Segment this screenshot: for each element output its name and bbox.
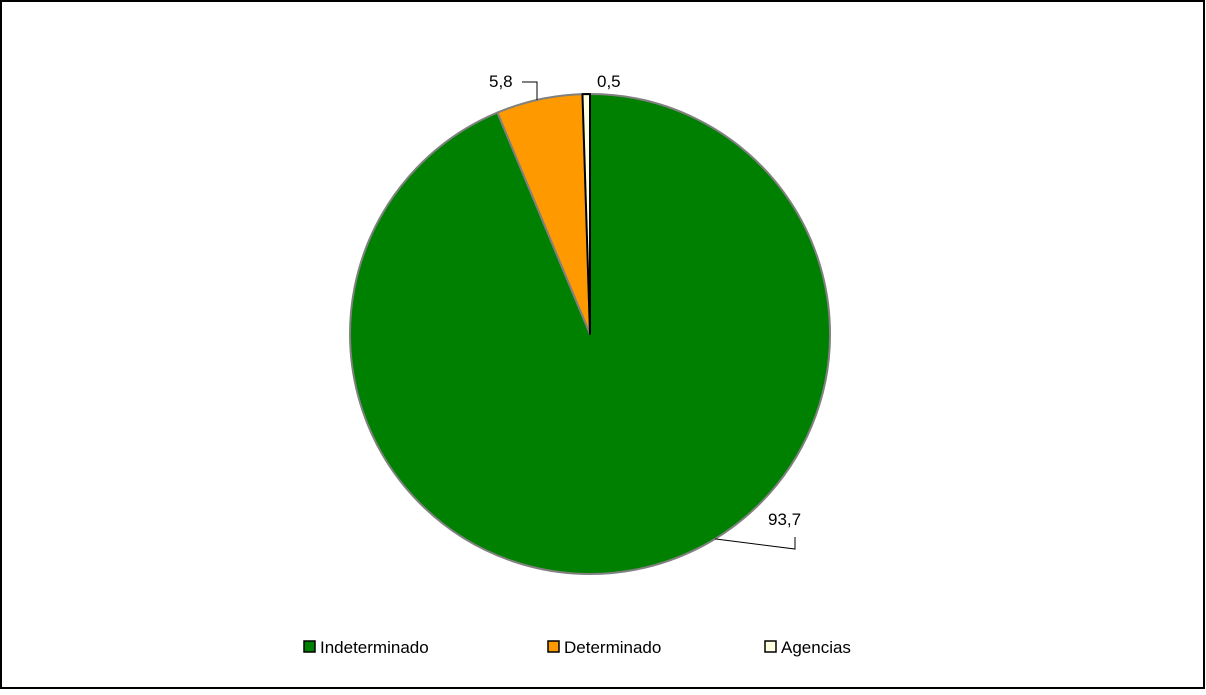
data-label-indeterminado: 93,7 (768, 510, 801, 529)
data-label-determinado: 5,8 (489, 72, 513, 91)
legend-label-indeterminado: Indeterminado (320, 638, 429, 657)
legend: Indeterminado Determinado Agencias (303, 638, 851, 657)
legend-label-agencias: Agencias (781, 638, 851, 657)
data-labels: 93,7 5,8 0,5 (489, 72, 801, 529)
pie-slices (349, 93, 831, 575)
legend-item-agencias: Agencias (764, 638, 851, 657)
leader-line-indeterminado (714, 537, 796, 550)
data-label-agencias: 0,5 (597, 72, 621, 91)
legend-item-determinado: Determinado (547, 638, 661, 657)
legend-item-indeterminado: Indeterminado (303, 638, 429, 657)
legend-swatch-agencias (764, 640, 777, 653)
label-leader-lines (522, 81, 796, 550)
leader-line-determinado (522, 81, 538, 100)
legend-swatch-determinado (547, 640, 560, 653)
legend-swatch-indeterminado (303, 640, 316, 653)
slice-agencias (581, 93, 591, 335)
legend-label-determinado: Determinado (564, 638, 661, 657)
